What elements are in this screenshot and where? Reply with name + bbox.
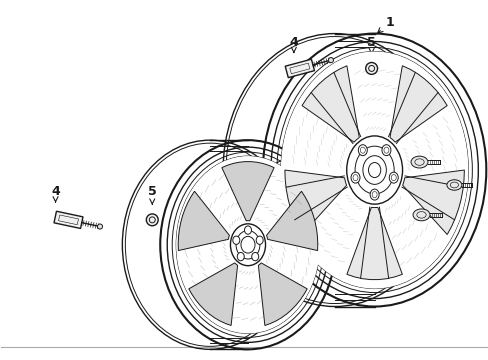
Text: 4: 4 <box>289 36 298 52</box>
Text: 5: 5 <box>147 185 156 204</box>
Ellipse shape <box>412 209 429 221</box>
Ellipse shape <box>251 252 258 261</box>
Circle shape <box>365 63 377 75</box>
Ellipse shape <box>232 236 239 244</box>
Polygon shape <box>54 211 83 229</box>
Ellipse shape <box>237 252 244 261</box>
Ellipse shape <box>381 145 390 156</box>
Text: 4: 4 <box>51 185 60 202</box>
Text: 2: 2 <box>268 149 294 168</box>
Polygon shape <box>266 191 317 251</box>
Ellipse shape <box>280 51 468 289</box>
Ellipse shape <box>350 172 359 183</box>
Polygon shape <box>285 59 314 78</box>
Ellipse shape <box>358 145 366 156</box>
Text: 3: 3 <box>429 222 438 241</box>
Polygon shape <box>389 66 447 142</box>
Ellipse shape <box>244 226 251 234</box>
Text: 6: 6 <box>455 158 467 177</box>
Polygon shape <box>302 66 359 142</box>
Ellipse shape <box>256 236 263 244</box>
Polygon shape <box>188 263 237 325</box>
Circle shape <box>328 58 333 63</box>
Polygon shape <box>402 170 464 234</box>
Ellipse shape <box>410 156 427 168</box>
Text: 5: 5 <box>366 36 375 55</box>
Polygon shape <box>346 207 402 280</box>
Ellipse shape <box>446 180 461 190</box>
Ellipse shape <box>176 156 319 333</box>
Ellipse shape <box>388 172 397 183</box>
Polygon shape <box>285 170 346 234</box>
Ellipse shape <box>369 189 378 200</box>
Circle shape <box>97 224 102 229</box>
Text: 7: 7 <box>421 134 431 149</box>
Text: 1: 1 <box>377 16 393 33</box>
Polygon shape <box>178 191 229 251</box>
Polygon shape <box>258 263 306 325</box>
Circle shape <box>146 214 158 226</box>
Polygon shape <box>222 162 274 221</box>
